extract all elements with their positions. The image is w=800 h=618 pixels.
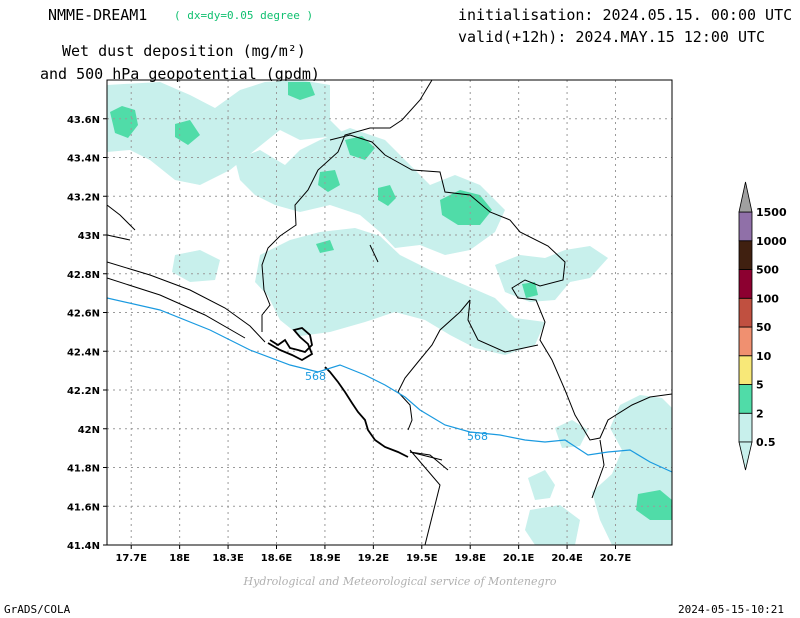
render-timestamp: 2024-05-15-10:21 [678,603,784,616]
lon-tick-label: 18.9E [309,553,341,564]
lon-tick-label: 18E [169,553,190,564]
colorbar-label: 100 [756,292,779,305]
latitude-tick-labels: 41.4N 41.6N 41.8N 42N 42.2N 42.4N 42.6N 42.8N 43… [67,115,107,552]
colorbar-label: 50 [756,321,772,334]
colorbar-swatch [738,326,753,357]
software-label: GrADS/COLA [4,603,71,616]
lat-tick-label: 43.2N [67,192,100,203]
colorbar-label: 1500 [756,206,787,219]
colorbar-swatch [738,211,753,242]
lat-tick-label: 43N [78,231,100,242]
lat-tick-label: 41.4N [67,541,100,552]
model-resolution: ( dx=dy=0.05 degree ) [174,9,314,22]
contour-label-568-west: 568 [305,370,326,383]
initialisation-time: initialisation: 2024.05.15. 00:00 UTC [458,6,793,24]
lat-tick-label: 43.4N [67,154,100,165]
colorbar: 0.5 2 5 10 50 100 500 1000 1500 [738,181,787,471]
contour-label-568-east: 568 [467,430,488,443]
colorbar-label: 10 [756,350,772,363]
colorbar-swatch [738,297,753,328]
lon-tick-label: 20.1E [503,553,535,564]
valid-time: valid(+12h): 2024.MAY.15 12:00 UTC [458,28,766,46]
longitude-tick-labels: 17.7E 18E 18.3E 18.6E 18.9E 19.2E 19.5E 19.8E 20… [115,545,631,564]
colorbar-low-end [738,441,753,471]
credit-line: Hydrological and Meteorological service … [243,575,557,588]
colorbar-label: 2 [756,407,764,420]
dust-deposition-shading [107,80,672,545]
lat-tick-label: 42.8N [67,270,100,281]
geopotential-contour [107,297,672,473]
lat-tick-label: 42.2N [67,386,100,397]
colorbar-swatch [738,412,753,443]
lat-tick-label: 42N [78,425,100,436]
lat-tick-label: 43.6N [67,115,100,126]
lat-tick-label: 41.8N [67,464,100,475]
lat-tick-label: 42.6N [67,309,100,320]
lat-tick-label: 42.4N [67,347,100,358]
lon-tick-label: 19.2E [358,553,390,564]
colorbar-high-end [738,181,753,213]
colorbar-swatch [738,384,753,414]
colorbar-label: 5 [756,379,764,392]
colorbar-label: 0.5 [756,436,776,449]
lat-tick-label: 41.6N [67,502,100,513]
borders-coastline [107,80,672,545]
lon-tick-label: 20.7E [600,553,632,564]
colorbar-label: 500 [756,264,779,277]
lon-tick-label: 19.8E [454,553,486,564]
colorbar-swatch [738,355,753,385]
field-title-line2: and 500 hPa geopotential (gpdm) [40,65,320,83]
colorbar-swatch [738,269,753,299]
model-name: NMME-DREAM1 [48,6,148,24]
colorbar-label: 1000 [756,235,787,248]
lon-tick-label: 20.4E [551,553,583,564]
field-title-line1: Wet dust deposition (mg/m²) [62,42,306,60]
lon-tick-label: 18.3E [212,553,244,564]
lon-tick-label: 18.6E [261,553,293,564]
colorbar-swatch [738,240,753,270]
lon-tick-label: 17.7E [115,553,147,564]
lon-tick-label: 19.5E [406,553,438,564]
